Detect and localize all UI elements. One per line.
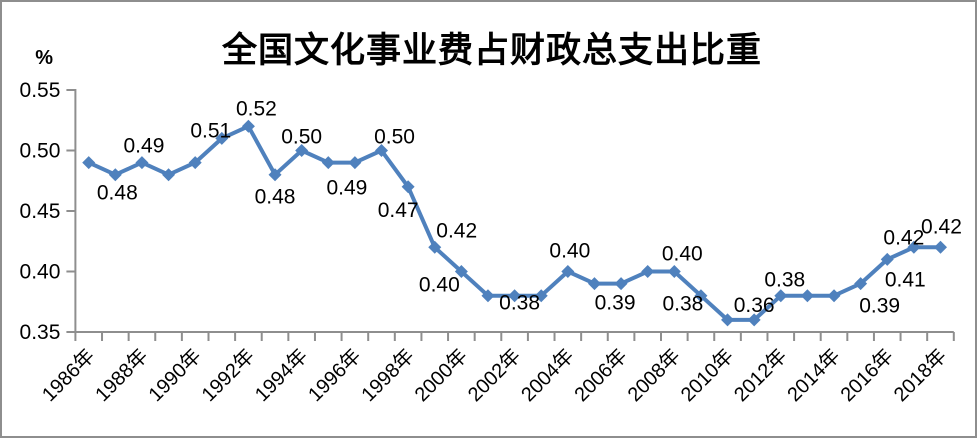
data-point-marker [721, 313, 735, 327]
data-point-marker [135, 156, 149, 170]
data-point-marker [747, 313, 761, 327]
data-point-label: 0.42 [921, 215, 962, 238]
data-point-marker [880, 252, 894, 266]
data-point-marker [667, 265, 681, 278]
data-point-label: 0.42 [436, 219, 477, 242]
y-tick-label: 0.45 [20, 200, 61, 223]
data-point-label: 0.52 [236, 97, 277, 120]
data-point-marker [694, 289, 708, 303]
x-tick-label: 2018年 [889, 344, 951, 406]
data-point-label: 0.39 [595, 292, 636, 315]
data-point-marker [561, 265, 575, 278]
data-point-label: 0.49 [326, 177, 367, 200]
data-point-marker [295, 144, 309, 157]
data-point-marker [774, 289, 788, 303]
x-tick-label: 2010年 [676, 344, 738, 406]
data-point-marker [454, 265, 468, 278]
x-tick-label: 2002年 [463, 344, 525, 406]
data-point-marker [508, 289, 522, 303]
data-point-marker [108, 168, 122, 182]
x-tick-label: 1986年 [37, 344, 99, 406]
data-point-label: 0.49 [124, 135, 165, 158]
data-point-label: 0.39 [859, 295, 900, 318]
axes: 0.35 0.40 0.45 0.50 0.55 1986年1988年1990年1992年… [20, 79, 955, 406]
data-point-label: 0.36 [734, 294, 775, 317]
y-tick-label: 0.55 [20, 79, 61, 102]
data-point-label: 0.38 [662, 293, 703, 316]
y-tick-label: 0.35 [20, 321, 61, 344]
data-point-label: 0.40 [419, 274, 460, 297]
chart-title: 全国文化事业费占财政总支出比重 [221, 30, 762, 70]
data-point-marker [827, 289, 841, 303]
data-point-label: 0.38 [499, 292, 540, 315]
data-point-label: 0.50 [281, 126, 322, 149]
data-point-marker [188, 156, 202, 170]
data-point-label: 0.50 [374, 126, 415, 149]
data-point-label: 0.51 [190, 119, 231, 142]
data-point-marker [933, 240, 947, 254]
x-tick-label: 2012年 [729, 344, 791, 406]
x-tick-label: 1998年 [357, 344, 419, 406]
data-point-marker [215, 131, 229, 145]
x-tick-label: 1988年 [91, 344, 153, 406]
data-point-marker [82, 156, 96, 170]
y-tick-label: 0.50 [20, 140, 61, 163]
data-point-marker [348, 156, 362, 170]
x-tick-label: 1992年 [197, 344, 259, 406]
data-point-marker [614, 277, 628, 291]
data-point-label: 0.48 [255, 186, 296, 209]
data-point-marker [534, 289, 548, 303]
y-axis-unit-label: % [35, 47, 53, 69]
data-point-marker [162, 168, 176, 182]
data-point-marker [800, 289, 814, 303]
data-point-label: 0.41 [885, 268, 926, 291]
x-tick-label: 1994年 [250, 344, 312, 406]
y-tick-label: 0.40 [20, 261, 61, 284]
data-point-label: 0.40 [549, 240, 590, 263]
x-tick-label: 2006年 [570, 344, 632, 406]
x-tick-label: 1990年 [144, 344, 206, 406]
x-tick-label: 2014年 [783, 344, 845, 406]
x-tick-label: 2016年 [836, 344, 898, 406]
data-point-label: 0.38 [764, 269, 805, 292]
data-point-marker [375, 144, 389, 157]
data-point-label: 0.42 [883, 226, 924, 249]
data-point-marker [854, 277, 868, 291]
data-point-marker [401, 180, 415, 194]
data-point-label: 0.40 [662, 243, 703, 266]
data-series [82, 119, 947, 327]
data-point-marker [641, 265, 655, 278]
data-point-marker [907, 240, 921, 254]
data-point-label: 0.48 [97, 182, 138, 205]
x-tick-label: 2008年 [623, 344, 685, 406]
x-tick-label: 2000年 [410, 344, 472, 406]
data-point-marker [241, 119, 255, 133]
data-point-label: 0.47 [378, 199, 419, 222]
data-point-marker [268, 168, 282, 182]
x-tick-label: 1996年 [304, 344, 366, 406]
data-point-marker [481, 289, 495, 303]
data-point-marker [587, 277, 601, 291]
data-point-marker [428, 240, 442, 254]
data-labels: 0.48 0.49 0.510.52 0.48 0.50 0.49 0.50 0.47 0.42… [97, 97, 962, 317]
data-point-marker [321, 156, 335, 170]
x-tick-label: 2004年 [517, 344, 579, 406]
